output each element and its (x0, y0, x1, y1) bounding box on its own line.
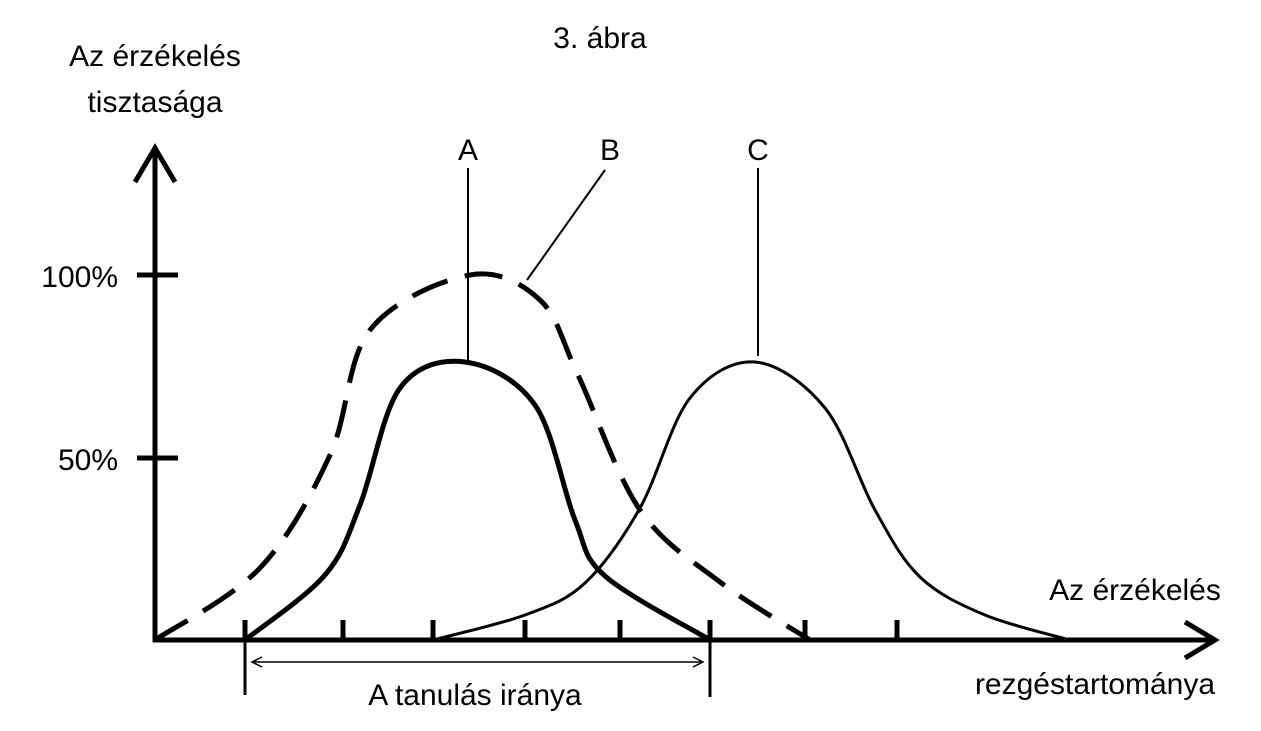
x-axis-label: rezgéstartománya (975, 668, 1215, 701)
y-tick-label: 50% (58, 444, 118, 477)
curve-label: C (747, 134, 769, 167)
y-axis-label: Az érzékelés (69, 40, 241, 73)
y-tick-label: 100% (41, 261, 118, 294)
figure-title: 3. ábra (553, 22, 647, 55)
y-ticks (137, 272, 178, 461)
curve-label: B (600, 134, 620, 167)
x-axis-label: Az érzékelés (1049, 574, 1221, 607)
bracket-arrow (250, 656, 705, 668)
label-leaders (467, 168, 759, 360)
bracket-label: A tanulás iránya (368, 679, 582, 712)
curve-c (432, 360, 1071, 642)
bracket-ends (243, 640, 712, 697)
y-axis (132, 143, 178, 642)
y-axis-label: tisztasága (87, 86, 222, 119)
curve-a (243, 358, 712, 643)
curve-b (153, 271, 812, 643)
x-ticks (242, 620, 900, 640)
x-axis (153, 619, 1220, 661)
curve-label: A (458, 134, 478, 167)
